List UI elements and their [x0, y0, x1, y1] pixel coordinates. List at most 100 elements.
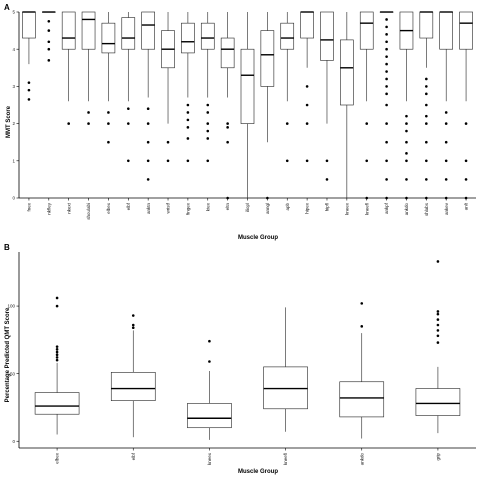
- outlier-point: [47, 20, 51, 23]
- x-tick-label: kneex: [344, 202, 349, 215]
- iqr-box: [61, 11, 76, 50]
- outlier-point: [107, 140, 110, 144]
- iqr-box: [110, 372, 156, 401]
- outlier-point: [166, 140, 170, 144]
- outlier-point: [444, 140, 448, 144]
- iqr-box: [439, 11, 453, 50]
- x-tick-label: grip: [436, 453, 441, 461]
- x-tick-label: kneex: [207, 452, 212, 465]
- outlier-point: [55, 304, 59, 308]
- panel-b-letter: B: [4, 243, 10, 252]
- y-tick-label: 0: [12, 196, 15, 201]
- iqr-box: [260, 30, 275, 87]
- outlier-point: [385, 77, 388, 81]
- box-eltn: [220, 12, 235, 200]
- x-tick-label: ankdo: [404, 203, 409, 216]
- x-tick-label: nkext: [66, 202, 71, 214]
- box-anngl: [260, 12, 275, 200]
- box-grip: [415, 260, 461, 434]
- outlier-point: [405, 152, 408, 155]
- outlier-point: [55, 356, 59, 359]
- outlier-point: [405, 178, 408, 181]
- outlier-point: [405, 159, 408, 163]
- x-tick-label: anngl: [265, 203, 270, 214]
- x-tick-label: anktn: [146, 203, 151, 215]
- box-anktn: [141, 11, 155, 181]
- iqr-box: [459, 11, 473, 50]
- outlier-point: [385, 25, 388, 29]
- outlier-point: [208, 339, 211, 343]
- outlier-point: [385, 55, 388, 58]
- x-tick-label: elbex: [55, 452, 60, 464]
- outlier-point: [436, 310, 440, 313]
- outlier-point: [360, 325, 364, 328]
- outlier-point: [55, 358, 59, 362]
- box-fingex: [181, 12, 195, 163]
- outlier-point: [27, 81, 31, 84]
- x-tick-label: ankev: [444, 202, 449, 215]
- box-elbf: [121, 12, 136, 163]
- outlier-point: [55, 296, 59, 300]
- iqr-box: [200, 22, 215, 50]
- iqr-box: [220, 37, 235, 69]
- outlier-point: [385, 140, 388, 144]
- outlier-point: [436, 323, 440, 327]
- outlier-point: [305, 85, 309, 88]
- outlier-point: [425, 114, 428, 118]
- box-kneex: [187, 339, 232, 440]
- iqr-box: [320, 11, 334, 61]
- outlier-point: [425, 140, 428, 144]
- iqr-box: [240, 48, 255, 124]
- outlier-point: [425, 92, 428, 96]
- outlier-point: [365, 122, 369, 125]
- outlier-point: [146, 159, 150, 163]
- panel-a: A MMT Score Muscle Group 0 1 2 3 4 5 fnex nkfle…: [4, 3, 476, 241]
- iqr-box: [181, 22, 195, 54]
- outlier-point: [55, 345, 59, 348]
- outlier-point: [436, 329, 440, 332]
- box-kneex: [340, 12, 354, 198]
- outlier-point: [186, 126, 190, 129]
- panel-a-plot: 0 1 2 3 4 5 fnex nkfley nkext shoulabi elbex elbf an…: [12, 10, 476, 220]
- outlier-point: [305, 103, 309, 107]
- x-tick-label: eltn: [225, 203, 230, 211]
- outlier-point: [226, 140, 229, 144]
- outlier-point: [425, 159, 428, 163]
- y-tick-label: 3: [12, 84, 15, 89]
- panel-b-y-axis-title: Percentage Predicted QMT Score: [5, 307, 11, 402]
- outlier-point: [285, 159, 289, 163]
- panel-a-y-axis-title: MMT Score: [6, 105, 12, 138]
- y-tick-label: 50: [10, 371, 16, 376]
- outlier-point: [131, 314, 135, 317]
- outlier-point: [186, 103, 190, 107]
- outlier-point: [87, 111, 90, 114]
- outlier-point: [405, 129, 408, 133]
- iqr-box: [300, 11, 314, 39]
- outlier-point: [436, 312, 440, 316]
- outlier-point: [325, 159, 329, 163]
- outlier-point: [27, 98, 31, 101]
- outlier-point: [425, 178, 428, 181]
- panel-b-plot: 0 50 100 elbex elbf kneex kneefl ankdo grip: [7, 252, 476, 465]
- outlier-point: [131, 323, 135, 327]
- outlier-point: [436, 341, 440, 344]
- y-tick-label: 2: [12, 121, 15, 126]
- x-tick-label: hipex: [305, 202, 310, 214]
- box-hipfl: [320, 11, 334, 181]
- x-tick-label: iliopl: [245, 203, 250, 212]
- outlier-point: [360, 302, 364, 305]
- iqr-box: [359, 11, 374, 50]
- box-elbex: [101, 12, 116, 144]
- x-tick-label: kneefl: [364, 203, 369, 215]
- outlier-point: [126, 122, 130, 125]
- outlier-point: [365, 159, 369, 163]
- outlier-point: [405, 114, 408, 118]
- outlier-point: [47, 59, 51, 62]
- outlier-point: [186, 111, 190, 114]
- outlier-point: [87, 122, 90, 125]
- outlier-point: [385, 40, 388, 44]
- iqr-box: [280, 22, 295, 50]
- iqr-box: [81, 11, 96, 50]
- outlier-point: [425, 77, 428, 81]
